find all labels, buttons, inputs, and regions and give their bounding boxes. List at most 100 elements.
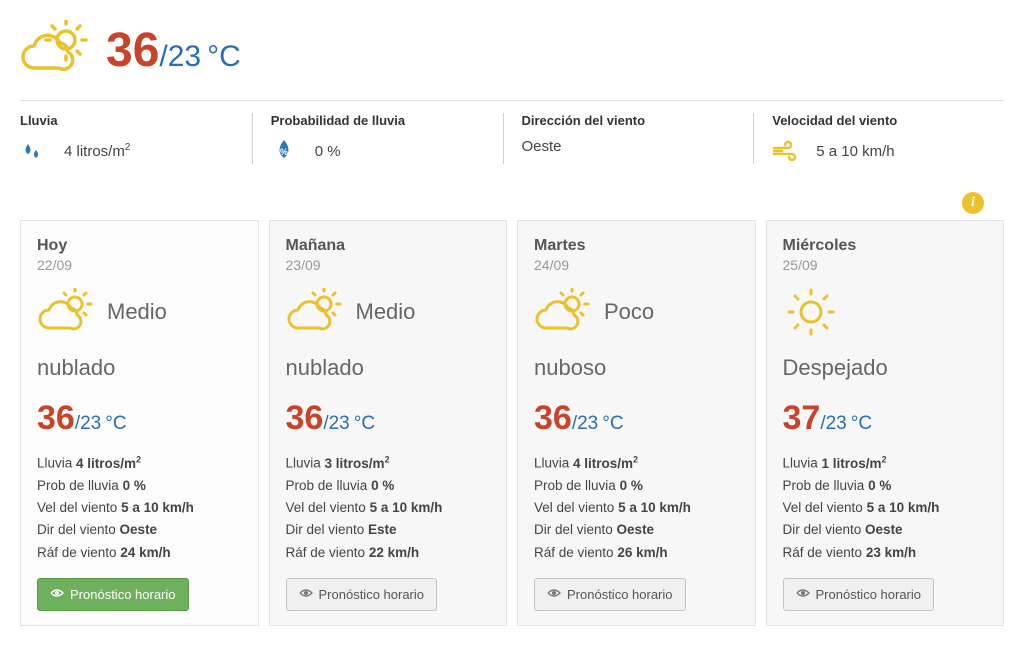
detail-windd: Dir del viento Oeste — [534, 519, 739, 541]
stat-wind-dir: Dirección del viento Oeste — [503, 113, 754, 164]
temp-unit: °C — [105, 413, 126, 435]
stat-label: Probabilidad de lluvia — [271, 113, 485, 128]
detail-rain: Lluvia 4 litros/m2 — [37, 452, 242, 475]
current-temp: 36 /23 °C — [106, 23, 241, 78]
wind-icon — [772, 138, 798, 164]
stat-rain: Lluvia 4 litros/m2 — [20, 113, 252, 164]
card-temp: 36/23°C — [534, 399, 739, 438]
stat-label: Velocidad del viento — [772, 113, 986, 128]
drop-percent-icon: % — [271, 138, 297, 164]
condition-row: Medio — [286, 287, 491, 337]
condition-text: nublado — [37, 355, 242, 381]
day-name: Miércoles — [783, 237, 988, 255]
eye-icon — [796, 586, 810, 603]
detail-windd: Dir del viento Oeste — [783, 519, 988, 541]
partly-cloudy-icon — [37, 288, 93, 336]
detail-prob: Prob de lluvia 0 % — [534, 475, 739, 497]
current-stats: Lluvia 4 litros/m2 Probabilidad de lluvi… — [20, 100, 1004, 164]
temp-unit: °C — [207, 40, 241, 74]
svg-text:%: % — [280, 147, 288, 157]
day-date: 25/09 — [783, 257, 988, 273]
temp-high: 36 — [106, 23, 159, 78]
button-label: Pronóstico horario — [816, 587, 922, 602]
day-name: Hoy — [37, 237, 242, 255]
current-header: 36 /23 °C — [20, 20, 1004, 80]
eye-icon — [547, 586, 561, 603]
condition-text: nuboso — [534, 355, 739, 381]
card-temp: 36/23°C — [286, 399, 491, 438]
partly-cloudy-icon — [20, 20, 90, 80]
stat-wind-speed: Velocidad del viento 5 a 10 km/h — [753, 113, 1004, 164]
forecast-cards: Hoy22/09Medionublado36/23°CLluvia 4 litr… — [20, 220, 1004, 626]
temp-low: /23 — [75, 413, 101, 435]
button-label: Pronóstico horario — [567, 587, 673, 602]
partly-cloudy-icon — [286, 288, 342, 336]
condition-row: Poco — [534, 287, 739, 337]
stat-value: 5 a 10 km/h — [816, 143, 894, 160]
drops-icon — [20, 138, 46, 164]
temp-unit: °C — [354, 413, 375, 435]
condition-text: Poco — [604, 299, 654, 325]
forecast-card: Mañana23/09Medionublado36/23°CLluvia 3 l… — [269, 220, 508, 626]
partly-cloudy-icon — [534, 288, 590, 336]
condition-text: nublado — [286, 355, 491, 381]
sunny-icon — [783, 288, 839, 336]
temp-high: 36 — [286, 399, 324, 438]
info-icon[interactable]: i — [962, 192, 984, 214]
condition-text: Medio — [356, 299, 416, 325]
eye-icon — [50, 586, 64, 603]
detail-gust: Ráf de viento 23 km/h — [783, 542, 988, 564]
hourly-forecast-button[interactable]: Pronóstico horario — [783, 578, 935, 611]
detail-prob: Prob de lluvia 0 % — [286, 475, 491, 497]
temp-unit: °C — [851, 413, 872, 435]
stat-label: Lluvia — [20, 113, 234, 128]
detail-windv: Vel del viento 5 a 10 km/h — [286, 497, 491, 519]
temp-high: 36 — [534, 399, 572, 438]
forecast-card: Miércoles 25/09 Despejado 37/23°C Lluvia 1 l… — [766, 220, 1005, 626]
detail-gust: Ráf de viento 22 km/h — [286, 542, 491, 564]
info-row: i — [20, 192, 1004, 214]
detail-rain: Lluvia 3 litros/m2 — [286, 452, 491, 475]
detail-gust: Ráf de viento 24 km/h — [37, 542, 242, 564]
condition-text: Medio — [107, 299, 167, 325]
day-name: Martes — [534, 237, 739, 255]
day-date: 22/09 — [37, 257, 242, 273]
card-temp: 36/23°C — [37, 399, 242, 438]
condition-text: Despejado — [783, 355, 988, 381]
stat-label: Dirección del viento — [522, 113, 736, 128]
temp-low: /23 — [323, 413, 349, 435]
temp-high: 37 — [783, 399, 821, 438]
forecast-card: Hoy 22/09 Medio nublado 36/23°C Lluvia 4 litr… — [20, 220, 259, 626]
condition-row: Medio — [37, 287, 242, 337]
temp-low: /23 — [159, 40, 201, 74]
detail-windd: Dir del viento Este — [286, 519, 491, 541]
temp-unit: °C — [602, 413, 623, 435]
stat-value: Oeste — [522, 138, 562, 155]
stat-value: 4 litros/m2 — [64, 142, 130, 160]
detail-prob: Prob de lluvia 0 % — [37, 475, 242, 497]
detail-windv: Vel del viento 5 a 10 km/h — [783, 497, 988, 519]
forecast-card: Martes 24/09 Poco nuboso 36/23°C Lluvia 4 lit… — [517, 220, 756, 626]
detail-windv: Vel del viento 5 a 10 km/h — [37, 497, 242, 519]
button-label: Pronóstico horario — [70, 587, 176, 602]
detail-gust: Ráf de viento 26 km/h — [534, 542, 739, 564]
detail-windv: Vel del viento 5 a 10 km/h — [534, 497, 739, 519]
stat-rain-prob: Probabilidad de lluvia % 0 % — [252, 113, 503, 164]
hourly-forecast-button[interactable]: Pronóstico horario — [37, 578, 189, 611]
hourly-forecast-button[interactable]: Pronóstico horario — [534, 578, 686, 611]
button-label: Pronóstico horario — [319, 587, 425, 602]
detail-rain: Lluvia 4 litros/m2 — [534, 452, 739, 475]
hourly-forecast-button[interactable]: Pronóstico horario — [286, 578, 438, 611]
card-temp: 37/23°C — [783, 399, 988, 438]
condition-row — [783, 287, 988, 337]
detail-prob: Prob de lluvia 0 % — [783, 475, 988, 497]
eye-icon — [299, 586, 313, 603]
day-date: 24/09 — [534, 257, 739, 273]
detail-windd: Dir del viento Oeste — [37, 519, 242, 541]
temp-low: /23 — [572, 413, 598, 435]
day-name: Mañana — [286, 237, 491, 255]
detail-rain: Lluvia 1 litros/m2 — [783, 452, 988, 475]
stat-value: 0 % — [315, 143, 341, 160]
temp-low: /23 — [820, 413, 846, 435]
temp-high: 36 — [37, 399, 75, 438]
